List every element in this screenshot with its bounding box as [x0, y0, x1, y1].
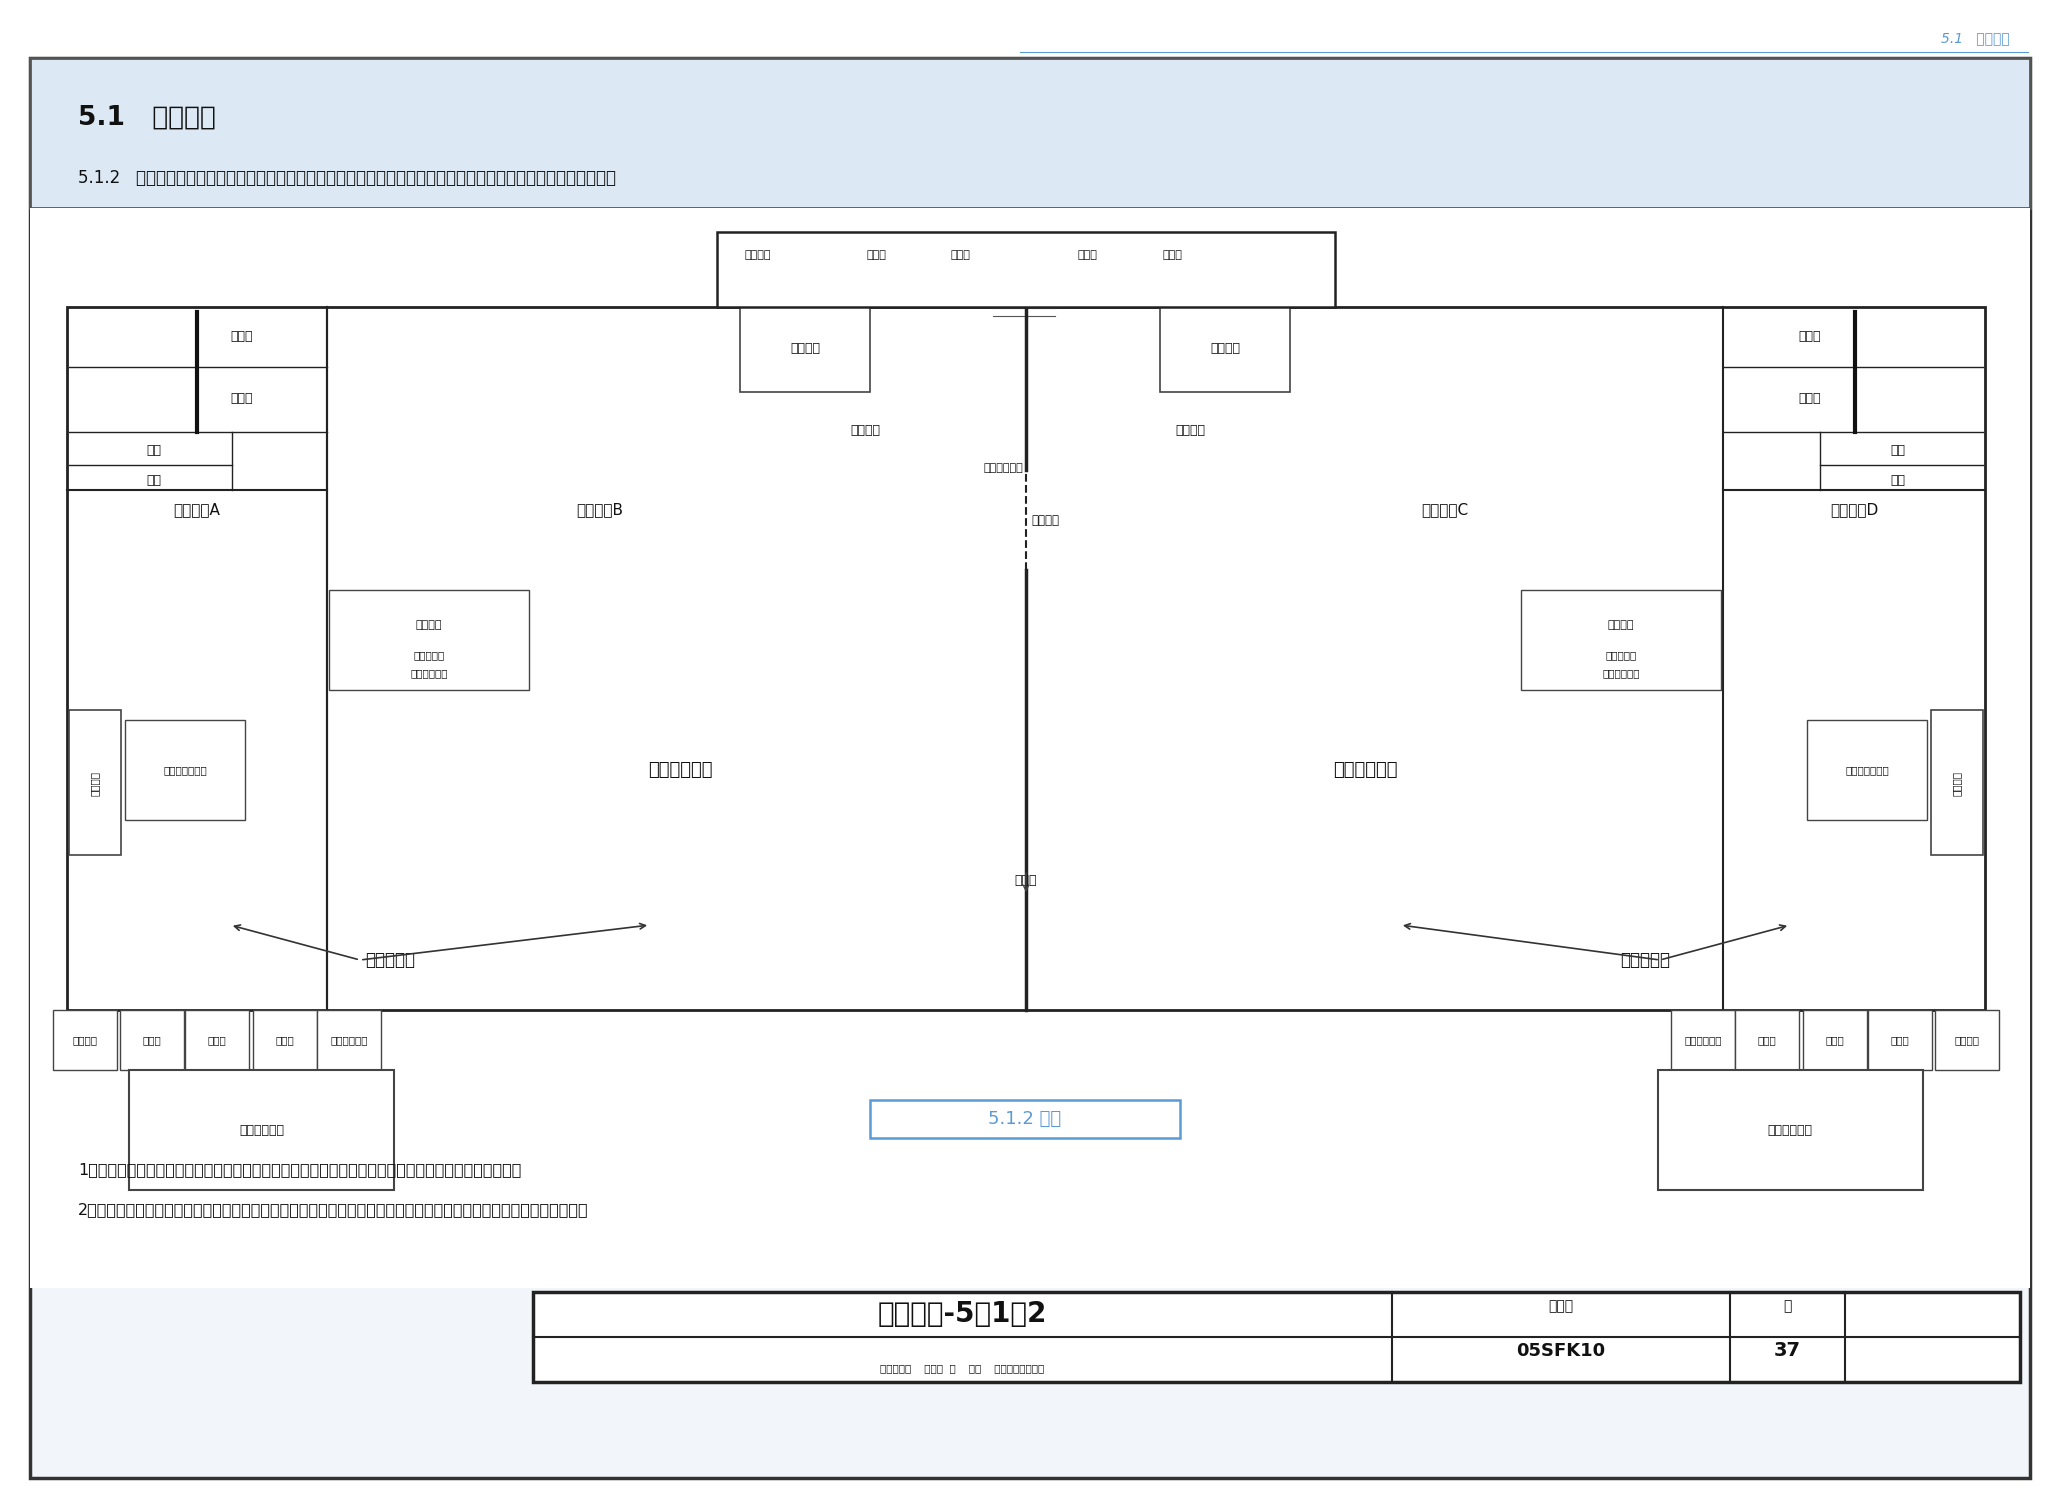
Text: 抗爆单元A: 抗爆单元A [174, 502, 221, 517]
Text: 首水间: 首水间 [231, 392, 254, 405]
Text: 滤毒室: 滤毒室 [1161, 250, 1182, 260]
Text: 密闭通道: 密闭通道 [1176, 423, 1204, 437]
Bar [1802, 1011, 1868, 1070]
Text: 防化器材储藏室: 防化器材储藏室 [1845, 765, 1888, 774]
Bar [739, 306, 870, 392]
Text: 审核欧世彬    校对兑  勇    变更    设计马吉民马庄民: 审核欧世彬 校对兑 勇 变更 设计马吉民马庄民 [881, 1363, 1044, 1372]
Text: 页: 页 [1784, 1299, 1792, 1313]
Text: 防护单元二: 防护单元二 [1620, 951, 1669, 969]
Text: 排风机室: 排风机室 [1952, 770, 1962, 795]
Bar [317, 1011, 381, 1070]
Text: 防化器材储藏室: 防化器材储藏室 [164, 765, 207, 774]
Text: 检查穿衣室: 检查穿衣室 [1606, 650, 1636, 659]
Text: 第一防火分区: 第一防火分区 [647, 761, 713, 779]
Text: 排风坦井: 排风坦井 [1954, 1035, 1980, 1045]
Text: 第二防毒通道: 第二防毒通道 [1602, 668, 1640, 679]
Text: 第二防火分区: 第二防火分区 [1333, 761, 1397, 779]
Bar [1659, 1070, 1923, 1190]
Text: 第一防毒通道: 第一防毒通道 [240, 1124, 285, 1136]
Text: 5.1   一般规定: 5.1 一般规定 [1942, 31, 2009, 45]
Bar [31, 208, 2030, 1289]
Text: 第二防毒通道: 第二防毒通道 [410, 668, 449, 679]
Bar [870, 1100, 1180, 1138]
Bar [121, 1011, 184, 1070]
Bar [254, 1011, 317, 1070]
Bar [1522, 591, 1720, 691]
Text: 储水间: 储水间 [1798, 330, 1821, 344]
Text: 一般规定-5．1．2: 一般规定-5．1．2 [877, 1301, 1047, 1328]
Text: 进风机室: 进风机室 [791, 342, 819, 356]
Text: 进风机室: 进风机室 [1210, 342, 1239, 356]
Bar [125, 721, 246, 819]
Text: 脱衣室: 脱衣室 [1757, 1035, 1776, 1045]
Text: 排风坦井: 排风坦井 [72, 1035, 98, 1045]
Bar [1806, 721, 1927, 819]
Bar [1935, 1011, 1999, 1070]
Text: 淋浴室: 淋浴室 [207, 1035, 227, 1045]
Text: 05SFK10: 05SFK10 [1516, 1343, 1606, 1360]
Bar [31, 58, 2030, 208]
Text: 1、本工程战时作为两个防护单元，均为一等人员掩蔽部。每一个防护单元必须设独立的进、排风系统。: 1、本工程战时作为两个防护单元，均为一等人员掩蔽部。每一个防护单元必须设独立的进… [78, 1163, 522, 1178]
Text: 首水间: 首水间 [1798, 392, 1821, 405]
Text: 隔声套间: 隔声套间 [745, 250, 772, 260]
Text: 储水间: 储水间 [231, 330, 254, 344]
Bar [1671, 1011, 1735, 1070]
Bar [532, 1292, 2019, 1381]
Text: 防护单元一: 防护单元一 [365, 951, 416, 969]
Text: 女厕: 女厕 [1890, 474, 1905, 486]
Text: 男厕: 男厕 [147, 444, 162, 456]
Bar [53, 1011, 117, 1070]
Text: 排风机室: 排风机室 [90, 770, 100, 795]
Text: 第一防毒通道: 第一防毒通道 [1683, 1035, 1722, 1045]
Text: 第一防毒通道: 第一防毒通道 [1767, 1124, 1812, 1136]
Bar [70, 710, 121, 855]
Text: 女厕: 女厕 [147, 474, 162, 486]
Text: 图集号: 图集号 [1548, 1299, 1573, 1313]
Text: 临战封堕: 临战封堕 [1030, 513, 1059, 526]
Text: 扩散室: 扩散室 [143, 1035, 162, 1045]
Text: 扩散室: 扩散室 [950, 250, 971, 260]
Text: 滤毒室: 滤毒室 [866, 250, 887, 260]
Bar [1159, 306, 1290, 392]
Bar [68, 306, 1985, 1011]
Text: 抗爆单元C: 抗爆单元C [1421, 502, 1468, 517]
Text: 第一防毒通道: 第一防毒通道 [330, 1035, 369, 1045]
Text: 2、本工程平时分为两个防火分区，进排风系统宜按防火分区设置。即平时第一、第二防火分区宜分别设置进排风系统。: 2、本工程平时分为两个防火分区，进排风系统宜按防火分区设置。即平时第一、第二防火… [78, 1202, 588, 1217]
Text: 隔声套间: 隔声套间 [1608, 620, 1634, 629]
Text: 抗爆单元B: 抗爆单元B [575, 502, 623, 517]
Bar [129, 1070, 393, 1190]
Text: 隔声套间: 隔声套间 [416, 620, 442, 629]
Text: 连通口: 连通口 [1014, 873, 1036, 887]
Text: 淋浴室: 淋浴室 [1825, 1035, 1845, 1045]
Text: 防护单元隔墙: 防护单元隔墙 [983, 463, 1024, 472]
Text: 5.1.2   防空地下室的通风与空气调节系统设计，战时应按防护单元设置独立的系统，平时宜结合防火分区设置系统。: 5.1.2 防空地下室的通风与空气调节系统设计，战时应按防护单元设置独立的系统，… [78, 169, 616, 187]
Text: 5.1   一般规定: 5.1 一般规定 [78, 105, 215, 132]
Text: 扩散室: 扩散室 [1890, 1035, 1909, 1045]
Text: 37: 37 [1774, 1341, 1800, 1360]
Text: 5.1.2 图示: 5.1.2 图示 [989, 1109, 1061, 1129]
Text: 抗爆单元D: 抗爆单元D [1829, 502, 1878, 517]
Bar [1735, 1011, 1798, 1070]
Bar [184, 1011, 250, 1070]
Bar [330, 591, 528, 691]
Bar [1931, 710, 1982, 855]
Text: 密闭通道: 密闭通道 [850, 423, 881, 437]
Text: 男厕: 男厕 [1890, 444, 1905, 456]
Text: 脱衣室: 脱衣室 [276, 1035, 295, 1045]
Text: 检查穿衣室: 检查穿衣室 [414, 650, 444, 659]
Bar [717, 232, 1335, 306]
Bar [1868, 1011, 1931, 1070]
Text: 扩散室: 扩散室 [1077, 250, 1098, 260]
